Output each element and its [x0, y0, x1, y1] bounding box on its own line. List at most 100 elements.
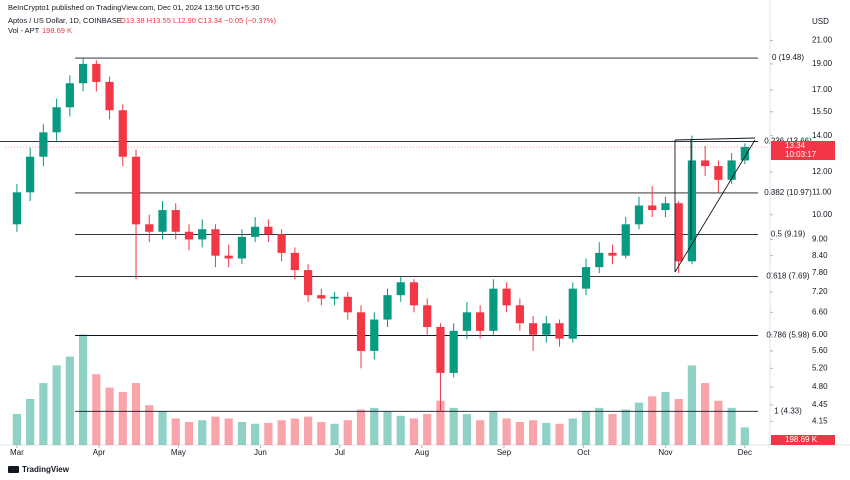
y-tick-label: 10.00: [812, 210, 833, 219]
y-tick-label: 7.80: [812, 268, 828, 277]
countdown: 10:03:17: [785, 150, 817, 159]
y-tick-label: 8.40: [812, 251, 828, 260]
volume-bar: [105, 387, 114, 445]
y-tick-label: 15.50: [812, 107, 833, 116]
x-tick-label: Jun: [254, 448, 267, 457]
volume-bar: [330, 423, 339, 445]
volume-bar: [52, 365, 61, 445]
volume-bar: [158, 411, 167, 445]
volume-bar: [370, 407, 379, 445]
volume-bar: [528, 420, 538, 445]
candle-body: [608, 252, 617, 256]
candle-body: [330, 296, 339, 299]
x-tick-label: Dec: [738, 448, 752, 457]
volume-bar: [674, 399, 683, 445]
x-tick-label: Mar: [10, 448, 24, 457]
candle-body: [701, 160, 710, 167]
volume-bar: [687, 365, 697, 445]
volume-bar: [264, 422, 273, 445]
fib-label: 0.786 (5.98): [766, 331, 809, 340]
volume-bar: [621, 409, 630, 445]
volume-bar: [343, 420, 352, 445]
candle-body: [436, 327, 445, 373]
ohlc: O13.38 H13.55 L12.90 C13.34 −0.05 (−0.37…: [120, 16, 276, 25]
candle-body: [78, 63, 88, 84]
y-tick-label: 17.00: [812, 85, 833, 94]
volume-tag: [771, 435, 835, 445]
fib-label: 0.382 (10.97): [764, 188, 812, 197]
candle-body: [396, 282, 405, 296]
volume-bar: [237, 422, 247, 445]
candle-body: [158, 210, 167, 232]
candle-body: [277, 234, 286, 253]
volume-bar: [661, 391, 670, 445]
volume-bar: [608, 414, 617, 445]
volume-bar: [568, 418, 577, 445]
candle-body: [423, 305, 432, 328]
volume-bar: [145, 405, 154, 445]
x-tick-label: Jul: [335, 448, 345, 457]
volume-bar: [581, 411, 591, 445]
volume-bar: [409, 418, 419, 445]
y-tick-label: 4.15: [812, 416, 828, 425]
volume-bar: [701, 383, 710, 445]
fib-label: 0.618 (7.69): [766, 272, 809, 281]
y-tick-label: 12.00: [812, 167, 833, 176]
candle-body: [568, 288, 577, 339]
candle-body: [449, 330, 458, 373]
candle-body: [634, 205, 644, 225]
volume-bar: [436, 400, 445, 445]
candle-body: [171, 210, 180, 232]
candle-body: [184, 231, 194, 240]
candle-body: [661, 203, 670, 211]
candle-body: [740, 147, 749, 161]
candle-body: [409, 282, 419, 306]
last-price-tag: [771, 141, 835, 161]
volume-bar: [423, 414, 432, 445]
volume-bar: [462, 414, 472, 445]
candle-body: [727, 160, 736, 180]
y-tick-label: 9.00: [812, 235, 828, 244]
logo-icon: [8, 466, 19, 473]
candle-body: [198, 229, 207, 240]
candle-body: [383, 295, 392, 320]
volume-bar: [26, 399, 35, 445]
tv-logo: TradingView: [8, 465, 70, 474]
y-tick-label: 11.00: [812, 187, 832, 196]
volume-bar: [251, 423, 260, 445]
volume-value: 198.69 K: [42, 26, 72, 35]
volume-bar: [131, 383, 141, 445]
y-tick-label: 14.00: [812, 131, 833, 140]
volume-bar: [118, 391, 127, 445]
candle-body: [237, 236, 247, 259]
volume-bar: [198, 420, 207, 445]
volume-bar: [740, 427, 749, 445]
volume-bar: [648, 396, 657, 445]
x-tick-label: Oct: [577, 448, 590, 457]
volume-bar: [515, 422, 524, 445]
candle-body: [26, 156, 35, 193]
symbol: Aptos / US Dollar, 1D, COINBASE: [8, 16, 122, 25]
y-tick-label: 6.60: [812, 307, 828, 316]
candle-body: [489, 288, 498, 331]
candle-body: [12, 192, 22, 225]
x-tick-label: Nov: [658, 448, 672, 457]
last-price: 13.34: [785, 141, 806, 150]
candle-body: [118, 110, 127, 157]
y-tick-label: 5.60: [812, 346, 828, 355]
y-tick-label: 21.00: [812, 36, 833, 45]
candle-body: [555, 323, 564, 339]
volume-bar: [383, 411, 392, 445]
candle-body: [145, 224, 154, 232]
candle-body: [92, 63, 101, 82]
volume-bar: [211, 416, 220, 445]
volume-bar: [634, 402, 644, 445]
candle-body: [131, 156, 141, 225]
volume-bar: [502, 418, 511, 445]
y-tick-label: 19.00: [812, 59, 833, 68]
volume-bar: [396, 415, 405, 445]
candle-body: [303, 270, 313, 296]
volume-bar: [92, 374, 101, 445]
logo-text: TradingView: [22, 465, 70, 474]
